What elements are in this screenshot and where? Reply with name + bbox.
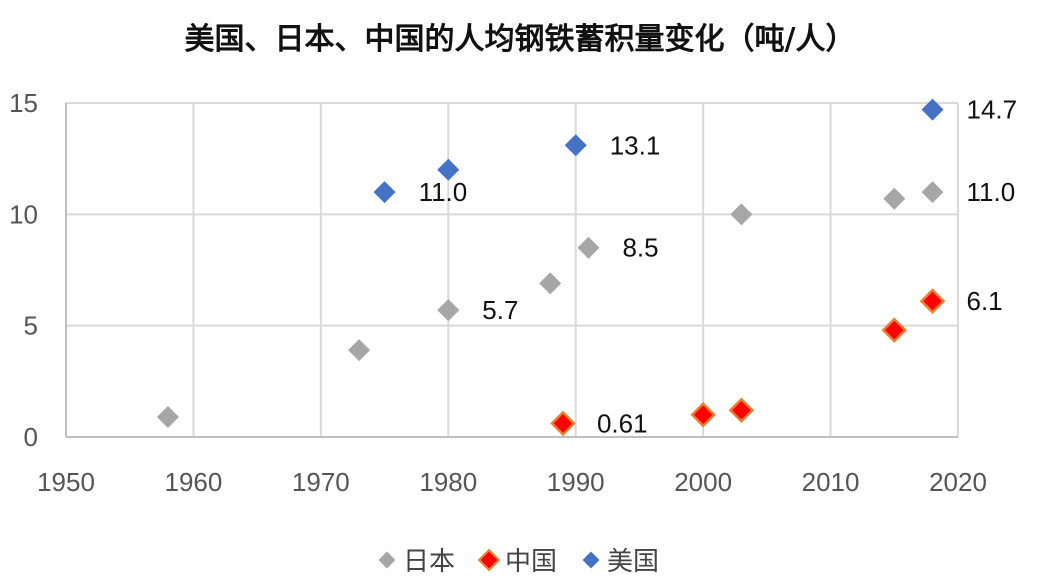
data-point: [730, 203, 753, 226]
legend-marker: [378, 551, 396, 568]
legend-marker: [477, 548, 501, 571]
y-tick-label: 15: [9, 88, 38, 118]
y-tick-label: 0: [24, 422, 38, 452]
data-point: [437, 158, 460, 181]
x-tick-label: 1980: [419, 467, 477, 497]
legend-marker: [582, 551, 600, 568]
data-point: [550, 410, 576, 437]
data-label: 13.1: [610, 130, 661, 160]
legend-item: 中国: [477, 541, 557, 578]
data-label: 6.1: [967, 286, 1003, 316]
legend-item: 美国: [582, 541, 660, 578]
legend: 日本 中国 美国: [0, 541, 1040, 578]
x-tick-label: 1990: [547, 467, 605, 497]
y-tick-label: 10: [9, 199, 38, 229]
data-label: 5.7: [482, 295, 518, 325]
legend-item: 日本: [378, 541, 455, 578]
data-point: [921, 181, 944, 204]
x-tick-label: 2010: [802, 467, 860, 497]
data-point: [437, 299, 460, 322]
legend-label: 美国: [607, 547, 660, 577]
x-tick-label: 2020: [929, 467, 987, 497]
data-point: [564, 134, 587, 157]
data-point: [919, 288, 946, 314]
data-point: [690, 401, 716, 428]
data-label: 11.0: [419, 177, 468, 207]
data-point: [577, 236, 600, 259]
data-point: [881, 317, 908, 343]
data-point: [883, 187, 906, 210]
data-label: 11.0: [967, 177, 1016, 207]
data-point: [921, 98, 944, 121]
x-tick-label: 2000: [674, 467, 732, 497]
data-point: [728, 397, 755, 424]
data-point: [156, 405, 179, 428]
chart-title: 美国、日本、中国的人均钢铁蓄积量变化（吨/人）: [184, 22, 856, 57]
data-label: 0.61: [597, 408, 648, 438]
data-point: [348, 339, 371, 362]
x-tick-label: 1950: [37, 467, 95, 497]
data-label: 8.5: [622, 233, 658, 263]
x-tick-label: 1960: [165, 467, 223, 497]
y-tick-label: 5: [24, 311, 38, 341]
x-tick-label: 1970: [292, 467, 350, 497]
data-label: 14.7: [967, 95, 1018, 125]
legend-label: 日本: [402, 547, 455, 577]
legend-label: 中国: [504, 547, 557, 577]
data-point: [539, 272, 562, 295]
data-point: [373, 181, 396, 204]
